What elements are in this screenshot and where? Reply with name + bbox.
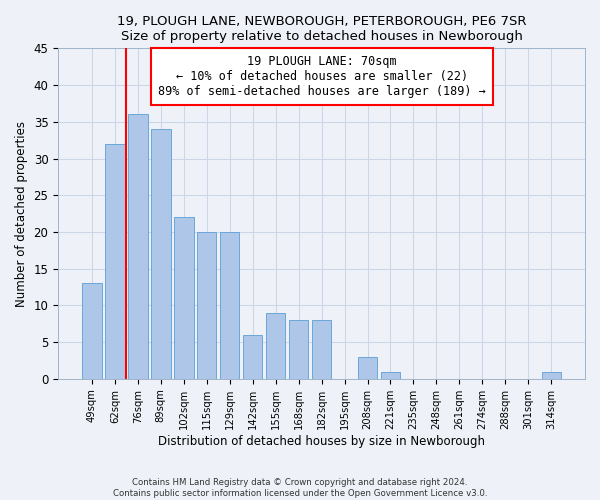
Bar [151, 129, 170, 379]
Text: 19 PLOUGH LANE: 70sqm
← 10% of detached houses are smaller (22)
89% of semi-deta: 19 PLOUGH LANE: 70sqm ← 10% of detached … [158, 55, 485, 98]
Bar [312, 320, 331, 379]
Y-axis label: Number of detached properties: Number of detached properties [15, 120, 28, 306]
X-axis label: Distribution of detached houses by size in Newborough: Distribution of detached houses by size … [158, 434, 485, 448]
Bar [174, 218, 194, 379]
Bar [82, 284, 101, 379]
Bar [220, 232, 239, 379]
Bar [266, 312, 286, 379]
Title: 19, PLOUGH LANE, NEWBOROUGH, PETERBOROUGH, PE6 7SR
Size of property relative to : 19, PLOUGH LANE, NEWBOROUGH, PETERBOROUG… [117, 15, 526, 43]
Bar [197, 232, 217, 379]
Bar [105, 144, 125, 379]
Bar [128, 114, 148, 379]
Bar [289, 320, 308, 379]
Bar [243, 335, 262, 379]
Bar [358, 357, 377, 379]
Text: Contains HM Land Registry data © Crown copyright and database right 2024.
Contai: Contains HM Land Registry data © Crown c… [113, 478, 487, 498]
Bar [542, 372, 561, 379]
Bar [381, 372, 400, 379]
